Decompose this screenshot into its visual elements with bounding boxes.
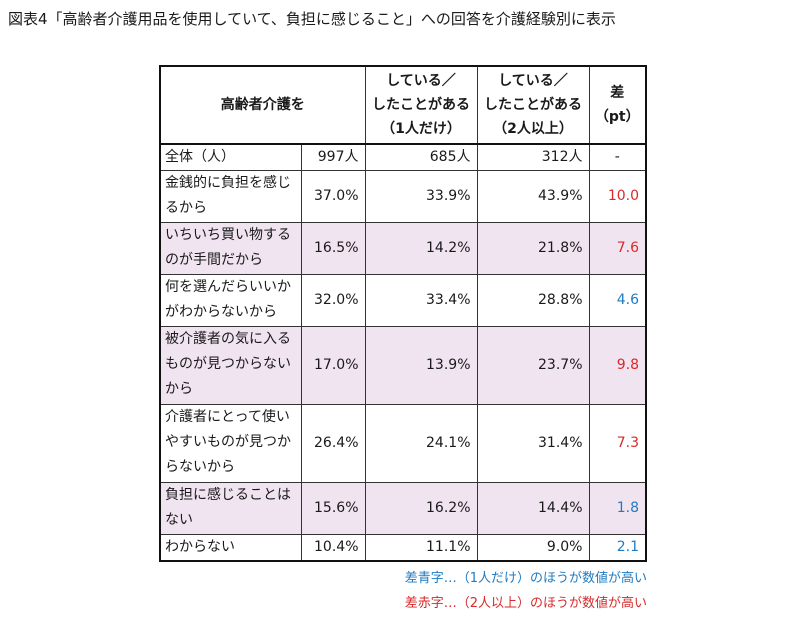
row-all-value: 32.0% [300, 274, 366, 327]
row-one-person-value: 16.2% [364, 482, 478, 535]
total-all: 997人 [300, 143, 366, 171]
row-label: 介護者にとって使いやすいものが見つからないから [159, 404, 302, 483]
total-one: 685人 [364, 143, 478, 171]
row-one-person-value: 11.1% [364, 534, 478, 562]
table-row: いちいち買い物するのが手間だから 16.5% 14.2% 21.8% 7.6 [159, 222, 647, 275]
row-two-or-more-value: 21.8% [476, 222, 590, 275]
table-row: わからない 10.4% 11.1% 9.0% 2.1 [159, 534, 647, 562]
survey-table: 高齢者介護を している／ したことがある （1人だけ） している／ したことがあ… [159, 65, 647, 562]
row-all-value: 15.6% [300, 482, 366, 535]
row-label: 金銭的に負担を感じるから [159, 170, 302, 223]
row-all-value: 26.4% [300, 404, 366, 483]
row-two-or-more-value: 28.8% [476, 274, 590, 327]
table-row: 負担に感じることはない 15.6% 16.2% 14.4% 1.8 [159, 482, 647, 535]
header-label: 高齢者介護を [159, 65, 366, 145]
row-diff-value: 4.6 [588, 274, 647, 327]
row-label: わからない [159, 534, 302, 562]
row-label: いちいち買い物するのが手間だから [159, 222, 302, 275]
legend-red-note: 差赤字…（2人以上）のほうが数値が高い [404, 596, 647, 611]
header-diff: 差 （pt） [588, 65, 647, 145]
row-one-person-value: 33.9% [364, 170, 478, 223]
total-row: 全体（人） 997人 685人 312人 - [159, 143, 647, 171]
legend-blue-note: 差青字…（1人だけ）のほうが数値が高い [404, 571, 647, 586]
row-label: 負担に感じることはない [159, 482, 302, 535]
row-diff-value: 2.1 [588, 534, 647, 562]
row-one-person-value: 33.4% [364, 274, 478, 327]
table-row: 被介護者の気に入るものが見つからないから 17.0% 13.9% 23.7% 9.8 [159, 326, 647, 405]
table-header-row: 高齢者介護を している／ したことがある （1人だけ） している／ したことがあ… [159, 65, 647, 145]
row-all-value: 37.0% [300, 170, 366, 223]
row-all-value: 16.5% [300, 222, 366, 275]
row-two-or-more-value: 23.7% [476, 326, 590, 405]
table-row: 介護者にとって使いやすいものが見つからないから 26.4% 24.1% 31.4% 7.… [159, 404, 647, 483]
table-body: 全体（人） 997人 685人 312人 - 金銭的に負担を感じるから 37.0%… [159, 143, 647, 562]
table-row: 金銭的に負担を感じるから 37.0% 33.9% 43.9% 10.0 [159, 170, 647, 223]
row-diff-value: 9.8 [588, 326, 647, 405]
row-one-person-value: 24.1% [364, 404, 478, 483]
row-two-or-more-value: 9.0% [476, 534, 590, 562]
row-label: 被介護者の気に入るものが見つからないから [159, 326, 302, 405]
row-diff-value: 10.0 [588, 170, 647, 223]
row-two-or-more-value: 43.9% [476, 170, 590, 223]
row-diff-value: 7.6 [588, 222, 647, 275]
row-two-or-more-value: 14.4% [476, 482, 590, 535]
total-diff: - [588, 143, 647, 171]
row-diff-value: 7.3 [588, 404, 647, 483]
total-label: 全体（人） [159, 143, 302, 171]
header-two-or-more: している／ したことがある （2人以上） [476, 65, 590, 145]
figure-title: 図表4「高齢者介護用品を使用していて、負担に感じること」への回答を介護経験別に表… [8, 10, 616, 28]
total-two: 312人 [476, 143, 590, 171]
row-diff-value: 1.8 [588, 482, 647, 535]
header-one-person: している／ したことがある （1人だけ） [364, 65, 478, 145]
row-one-person-value: 13.9% [364, 326, 478, 405]
row-all-value: 17.0% [300, 326, 366, 405]
table-row: 何を選んだらいいかがわからないから 32.0% 33.4% 28.8% 4.6 [159, 274, 647, 327]
row-one-person-value: 14.2% [364, 222, 478, 275]
row-two-or-more-value: 31.4% [476, 404, 590, 483]
row-all-value: 10.4% [300, 534, 366, 562]
row-label: 何を選んだらいいかがわからないから [159, 274, 302, 327]
